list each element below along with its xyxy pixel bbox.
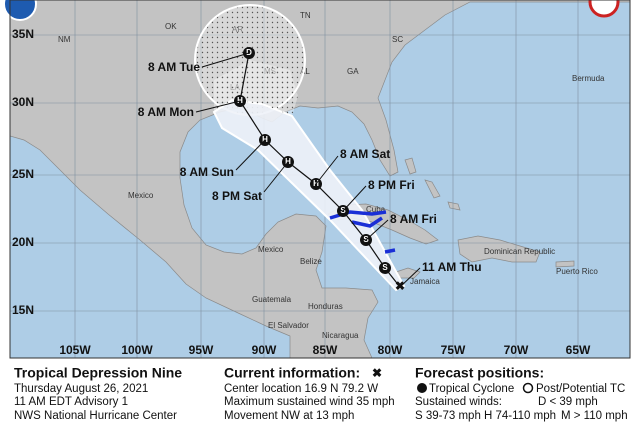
bahamas [404,157,461,211]
place-label: Puerto Rico [556,267,598,276]
time-label: 8 AM Tue [148,60,200,74]
latitude-labels: 35N 30N 25N 20N 15N [12,27,34,317]
advisory: 11 AM EDT Advisory 1 [14,396,128,408]
legend-label: Post/Potential TC [536,383,625,395]
marker-letter: H [237,96,243,105]
current-position: ✖ [395,279,405,293]
current-info-line: Center location 16.9 N 79.2 W [224,383,378,395]
north-america [9,0,631,359]
place-label: GA [347,67,359,76]
place-label: Dominican Republic [484,247,555,256]
wind-category: S 39-73 mph [415,410,481,422]
latitude-label: 15N [12,303,34,317]
place-label: Cuba [366,205,386,214]
time-label: 8 AM Fri [390,212,437,226]
place-label: Mexico [258,245,284,254]
wind-category: D < 39 mph [538,396,598,408]
time-label: 8 PM Sat [212,189,262,203]
legend-symbol-open [522,382,534,394]
current-info-line: Movement NW at 13 mph [224,410,354,422]
time-label: 8 PM Fri [368,178,415,192]
forecast-positions-title: Forecast positions: [415,365,544,381]
marker-letter: D [246,48,252,57]
place-label: Bermuda [572,74,605,83]
longitude-label: 75W [441,343,466,357]
time-label: 8 AM Sun [180,165,234,179]
current-info-line: Maximum sustained wind 35 mph [224,396,395,408]
longitude-label: 105W [59,343,91,357]
latitude-label: 35N [12,27,34,41]
place-label: Nicaragua [322,331,359,340]
wind-category: M > 110 mph [561,410,628,422]
time-labels: 11 AM Thu 8 AM Fri 8 PM Fri 8 AM Sat 8 P… [138,52,482,288]
place-label: NM [58,35,71,44]
current-info-title: Current information: [224,365,360,381]
leader-line [315,155,339,185]
nws-logo [588,0,620,18]
longitude-label: 85W [313,343,338,357]
longitude-labels: 105W 100W 95W 90W 85W 80W 75W 70W 65W [59,343,591,357]
time-label: 11 AM Thu [422,260,482,274]
noaa-logo [3,0,37,21]
current-info-icon: ✖ [372,366,382,380]
legend-label: Tropical Cyclone [429,383,514,395]
leader-line [263,161,289,193]
marker-letter: H [262,135,268,144]
marker-letter: H [285,157,291,166]
latitude-label: 25N [12,167,34,181]
latitude-label: 30N [12,95,34,109]
track-marker [379,262,391,274]
info-panel: Tropical Depression Nine Thursday August… [14,365,628,422]
leader-line [201,52,250,68]
leader-line [365,219,389,241]
forecast-cone [194,4,406,292]
leader-line [235,139,266,171]
place-label: Honduras [308,302,343,311]
storm-name: Tropical Depression Nine [14,365,182,381]
longitude-label: 70W [504,343,529,357]
place-label: SC [392,35,403,44]
hispaniola [457,235,541,263]
leader-line [195,100,241,113]
place-label: OK [165,22,177,31]
place-label: Jamaica [410,277,440,286]
time-label: 8 AM Sat [340,147,390,161]
place-label: TN [300,11,311,20]
map-frame [9,0,631,359]
longitude-label: 90W [252,343,277,357]
issuing-center: NWS National Hurricane Center [14,410,177,422]
longitude-label: 100W [121,343,153,357]
puerto-rico [555,260,575,268]
winds-title: Sustained winds: [415,396,502,408]
place-label: Guatemala [252,295,292,304]
longitude-label: 65W [566,343,591,357]
cone-dotted-part [214,60,298,116]
latitude-label: 20N [12,235,34,249]
leader-line [342,185,367,212]
longitude-label: 80W [378,343,403,357]
longitude-label: 95W [189,343,214,357]
place-label: AL [300,67,310,76]
legend-symbol-filled [417,383,427,393]
place-label: El Salvador [268,321,309,330]
wind-category: H 74-110 mph [484,410,556,422]
leader-line [399,267,421,288]
place-label: Mexico [128,191,154,200]
place-label: Belize [300,257,322,266]
time-label: 8 AM Mon [138,105,194,119]
storm-date: Thursday August 26, 2021 [14,383,148,395]
marker-letter: S [382,263,388,272]
